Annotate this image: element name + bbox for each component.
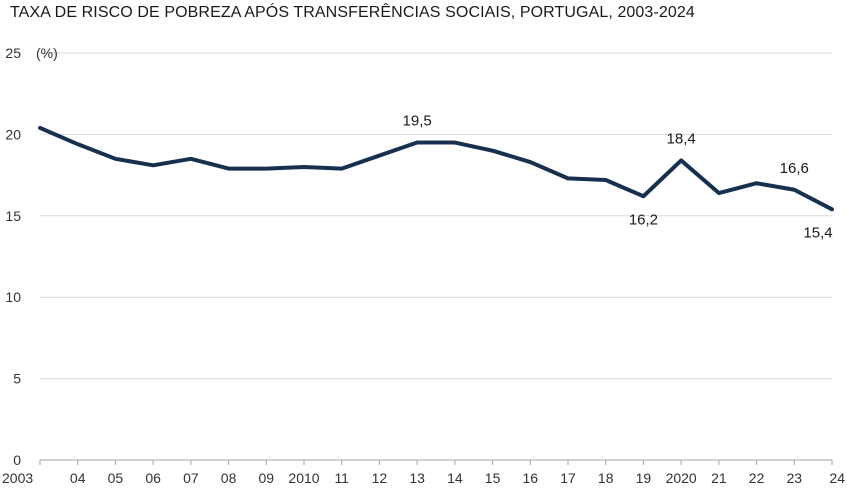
gridlines (40, 52, 832, 380)
data-label: 19,5 (403, 113, 432, 130)
chart-title: TAXA DE RISCO DE POBREZA APÓS TRANSFERÊN… (10, 4, 695, 21)
y-tick-label: 10 (5, 289, 21, 305)
x-tick-label: 05 (108, 470, 124, 486)
x-tick-label: 09 (258, 470, 274, 486)
y-tick-label: 25 (5, 45, 21, 61)
data-label: 18,4 (667, 130, 696, 147)
x-tick-label: 14 (447, 470, 463, 486)
x-tick-label: 18 (598, 470, 614, 486)
series-line (38, 125, 834, 212)
x-tick-label: 11 (334, 470, 349, 486)
x-tick-label: 13 (409, 470, 425, 486)
y-tick-label: 0 (13, 452, 21, 468)
data-label: 15,4 (803, 224, 832, 241)
data-label: 16,2 (629, 211, 658, 228)
x-tick-label: 04 (70, 470, 86, 486)
x-tick-label: 07 (183, 470, 199, 486)
x-tick-label: 17 (560, 470, 576, 486)
x-tick-label: 22 (749, 470, 765, 486)
y-tick-label: 20 (5, 126, 21, 142)
x-tick-label: 24 (829, 470, 845, 486)
data-labels: 19,5 16,2 18,4 16,6 15,4 (403, 113, 833, 242)
data-label: 16,6 (780, 160, 809, 177)
x-tick-label: 19 (636, 470, 652, 486)
x-tick-label: 23 (786, 470, 802, 486)
x-tick-label: 2003 (2, 470, 33, 486)
y-axis-label: (%) (36, 45, 58, 61)
x-tick-label: 2020 (666, 470, 697, 486)
x-tick-label: 21 (711, 470, 727, 486)
x-axis-ticks: 2003 04 05 06 07 08 09 2010 11 12 13 14 15 16 17 18 19 20… (2, 460, 845, 486)
y-tick-label: 5 (13, 371, 21, 387)
y-tick-label: 15 (5, 208, 21, 224)
x-tick-label: 16 (522, 470, 538, 486)
x-tick-label: 06 (145, 470, 161, 486)
x-tick-label: 08 (221, 470, 237, 486)
x-tick-label: 15 (485, 470, 501, 486)
x-tick-label: 12 (372, 470, 388, 486)
x-tick-label: 2010 (288, 470, 319, 486)
y-axis-ticks: 0 5 10 15 20 25 (5, 45, 21, 468)
